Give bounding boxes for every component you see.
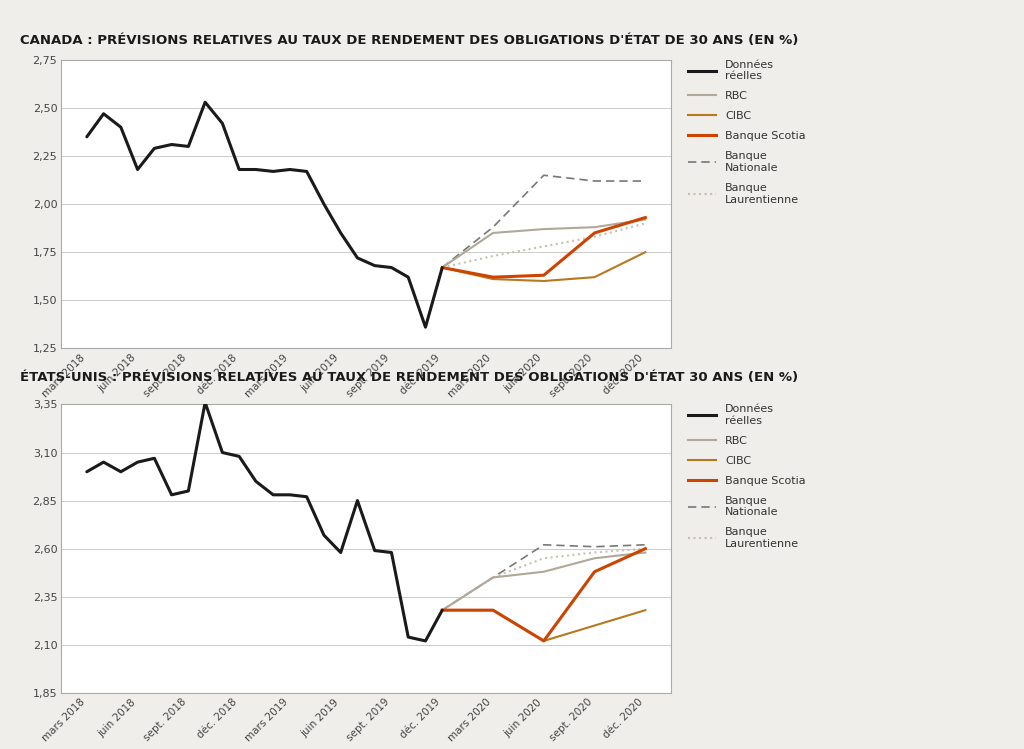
Legend: Données
réelles, RBC, CIBC, Banque Scotia, Banque
Nationale, Banque
Laurentienne: Données réelles, RBC, CIBC, Banque Scoti…: [688, 404, 806, 549]
Text: ÉTATS-UNIS : PRÉVISIONS RELATIVES AU TAUX DE RENDEMENT DES OBLIGATIONS D'ÉTAT 30: ÉTATS-UNIS : PRÉVISIONS RELATIVES AU TAU…: [20, 371, 799, 383]
Legend: Données
réelles, RBC, CIBC, Banque Scotia, Banque
Nationale, Banque
Laurentienne: Données réelles, RBC, CIBC, Banque Scoti…: [688, 60, 806, 204]
Text: CANADA : PRÉVISIONS RELATIVES AU TAUX DE RENDEMENT DES OBLIGATIONS D'ÉTAT DE 30 : CANADA : PRÉVISIONS RELATIVES AU TAUX DE…: [20, 34, 799, 46]
